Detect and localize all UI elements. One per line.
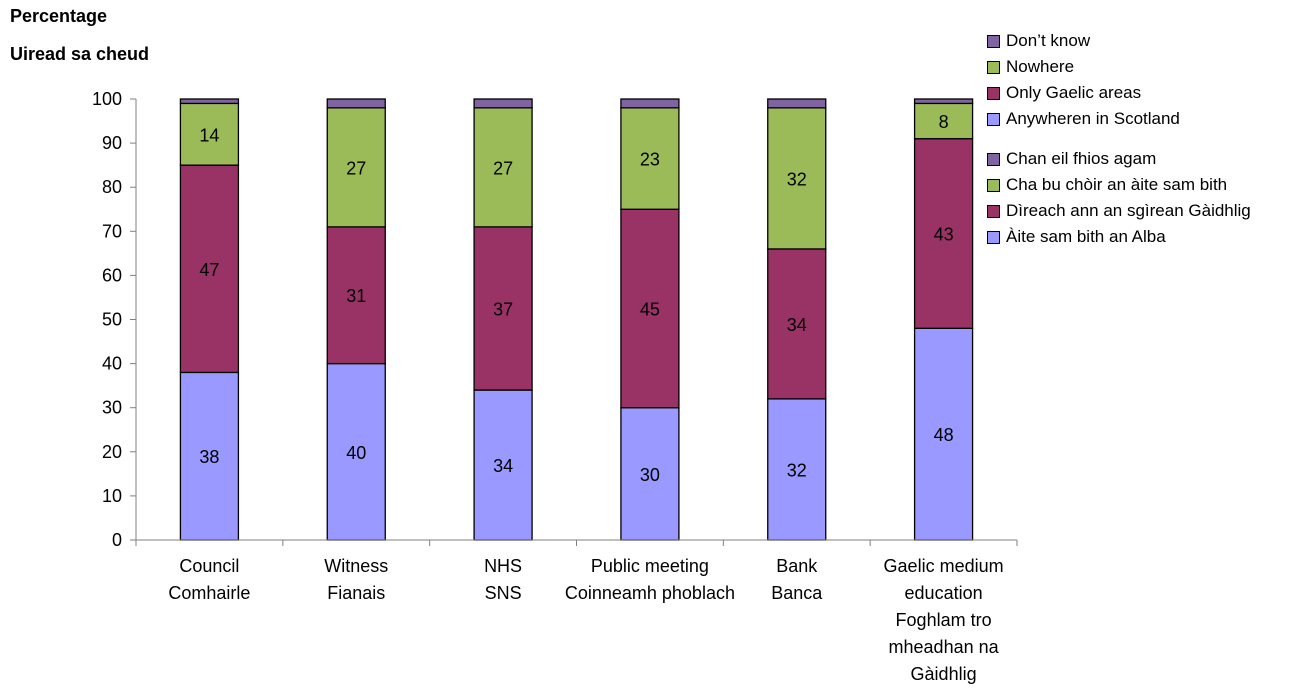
legend-label: Dìreach ann an sgìrean Gàidhlig	[1006, 201, 1251, 220]
data-label: 38	[199, 447, 219, 467]
legend-swatch	[987, 34, 1000, 48]
bar-segment	[913, 327, 974, 541]
y-tick-label: 40	[102, 354, 122, 374]
data-label: 40	[346, 443, 366, 463]
y-tick-label: 90	[102, 133, 122, 153]
bar-segment	[767, 107, 827, 250]
x-category-label: Comhairle	[168, 583, 250, 603]
legend-item-aite-sam-bith: Àite sam bith an Alba	[987, 224, 1251, 250]
x-category-label: Banca	[771, 583, 823, 603]
legend-item-direach-ann-an-sgirean: Dìreach ann an sgìrean Gàidhlig	[987, 198, 1251, 224]
x-category-label: SNS	[485, 583, 522, 603]
legend-label: Anywheren in Scotland	[1006, 109, 1180, 128]
y-tick-label: 30	[102, 398, 122, 418]
bar-segment	[326, 226, 386, 365]
x-category-label: Council	[179, 556, 239, 576]
y-axis-title-english: Percentage	[10, 6, 108, 26]
x-category-label: Public meeting	[591, 556, 709, 576]
x-category-label: Witness	[324, 556, 388, 576]
legend-item-chan-eil-fhios-agam: Chan eil fhios agam	[987, 146, 1251, 172]
bar-segment	[913, 102, 974, 140]
bar-segment	[179, 102, 240, 166]
data-label: 31	[346, 286, 366, 306]
x-category-label: Bank	[776, 556, 818, 576]
y-tick-label: 10	[102, 486, 122, 506]
legend-item-cha-bu-choir: Cha bu chòir an àite sam bith	[987, 172, 1251, 198]
y-axis-title-gaelic: Uiread sa cheud	[10, 44, 150, 64]
legend-label: Chan eil fhios agam	[1006, 149, 1157, 168]
data-label: 27	[493, 158, 513, 178]
legend-label: Nowhere	[1006, 57, 1075, 76]
bar-segment	[620, 98, 680, 109]
bar-segment	[767, 98, 827, 109]
bar-segment	[179, 98, 240, 105]
legend-item-anywhere-in-scotland: Anywheren in Scotland	[987, 106, 1251, 132]
x-category-label: Fianais	[327, 583, 385, 603]
x-category-label: Gaelic medium	[884, 556, 1004, 576]
y-tick-label: 100	[92, 89, 122, 109]
data-label: 45	[640, 299, 660, 319]
legend-label: Àite sam bith an Alba	[1006, 227, 1166, 246]
y-tick-label: 70	[102, 221, 122, 241]
data-label: 14	[199, 125, 219, 145]
bar-segment	[179, 371, 240, 541]
x-category-label: mheadhan na	[889, 637, 1000, 657]
data-label: 27	[346, 158, 366, 178]
y-tick-label: 20	[102, 442, 122, 462]
legend-label: Cha bu chòir an àite sam bith	[1006, 175, 1228, 194]
y-tick-label: 0	[112, 530, 122, 550]
bar-segment	[620, 407, 680, 541]
x-category-label: education	[905, 583, 983, 603]
y-tick-label: 60	[102, 265, 122, 285]
data-label: 34	[493, 456, 513, 476]
bar-segment	[767, 398, 827, 541]
data-label: 8	[939, 112, 949, 132]
x-category-label: Gàidhlig	[911, 664, 977, 684]
chart-legend: Don’t know Nowhere Only Gaelic areas Any…	[987, 28, 1251, 250]
data-label: 37	[493, 299, 513, 319]
legend-swatch	[987, 204, 1000, 218]
data-label: 30	[640, 465, 660, 485]
legend-item-dont-know: Don’t know	[987, 28, 1251, 54]
bar-segment	[620, 107, 680, 210]
bar-segment	[913, 138, 974, 329]
bar-segment	[473, 226, 533, 391]
bar-segment	[326, 98, 386, 109]
bar-segment	[913, 98, 974, 105]
data-label: 34	[787, 315, 807, 335]
legend-swatch	[987, 60, 1000, 74]
x-category-label: Foghlam tro	[896, 610, 992, 630]
legend-swatch	[987, 230, 1000, 244]
x-category-label: Coinneamh phoblach	[565, 583, 735, 603]
legend-swatch	[987, 112, 1000, 126]
bar-segment	[179, 164, 240, 374]
data-label: 32	[787, 460, 807, 480]
data-label: 47	[199, 260, 219, 280]
data-label: 48	[934, 425, 954, 445]
bar-segment	[473, 98, 533, 109]
bar-segment	[473, 107, 533, 228]
bar-segment	[326, 362, 386, 541]
legend-item-nowhere: Nowhere	[987, 54, 1251, 80]
legend-swatch	[987, 178, 1000, 192]
data-label: 43	[934, 225, 954, 245]
y-tick-label: 50	[102, 310, 122, 330]
legend-label: Don’t know	[1006, 31, 1091, 50]
data-label: 23	[640, 150, 660, 170]
legend-item-only-gaelic-areas: Only Gaelic areas	[987, 80, 1251, 106]
legend-label: Only Gaelic areas	[1006, 83, 1142, 102]
bar-segment	[620, 208, 680, 409]
data-label: 32	[787, 169, 807, 189]
legend-swatch	[987, 152, 1000, 166]
y-tick-label: 80	[102, 177, 122, 197]
x-category-label: NHS	[484, 556, 522, 576]
legend-swatch	[987, 86, 1000, 100]
